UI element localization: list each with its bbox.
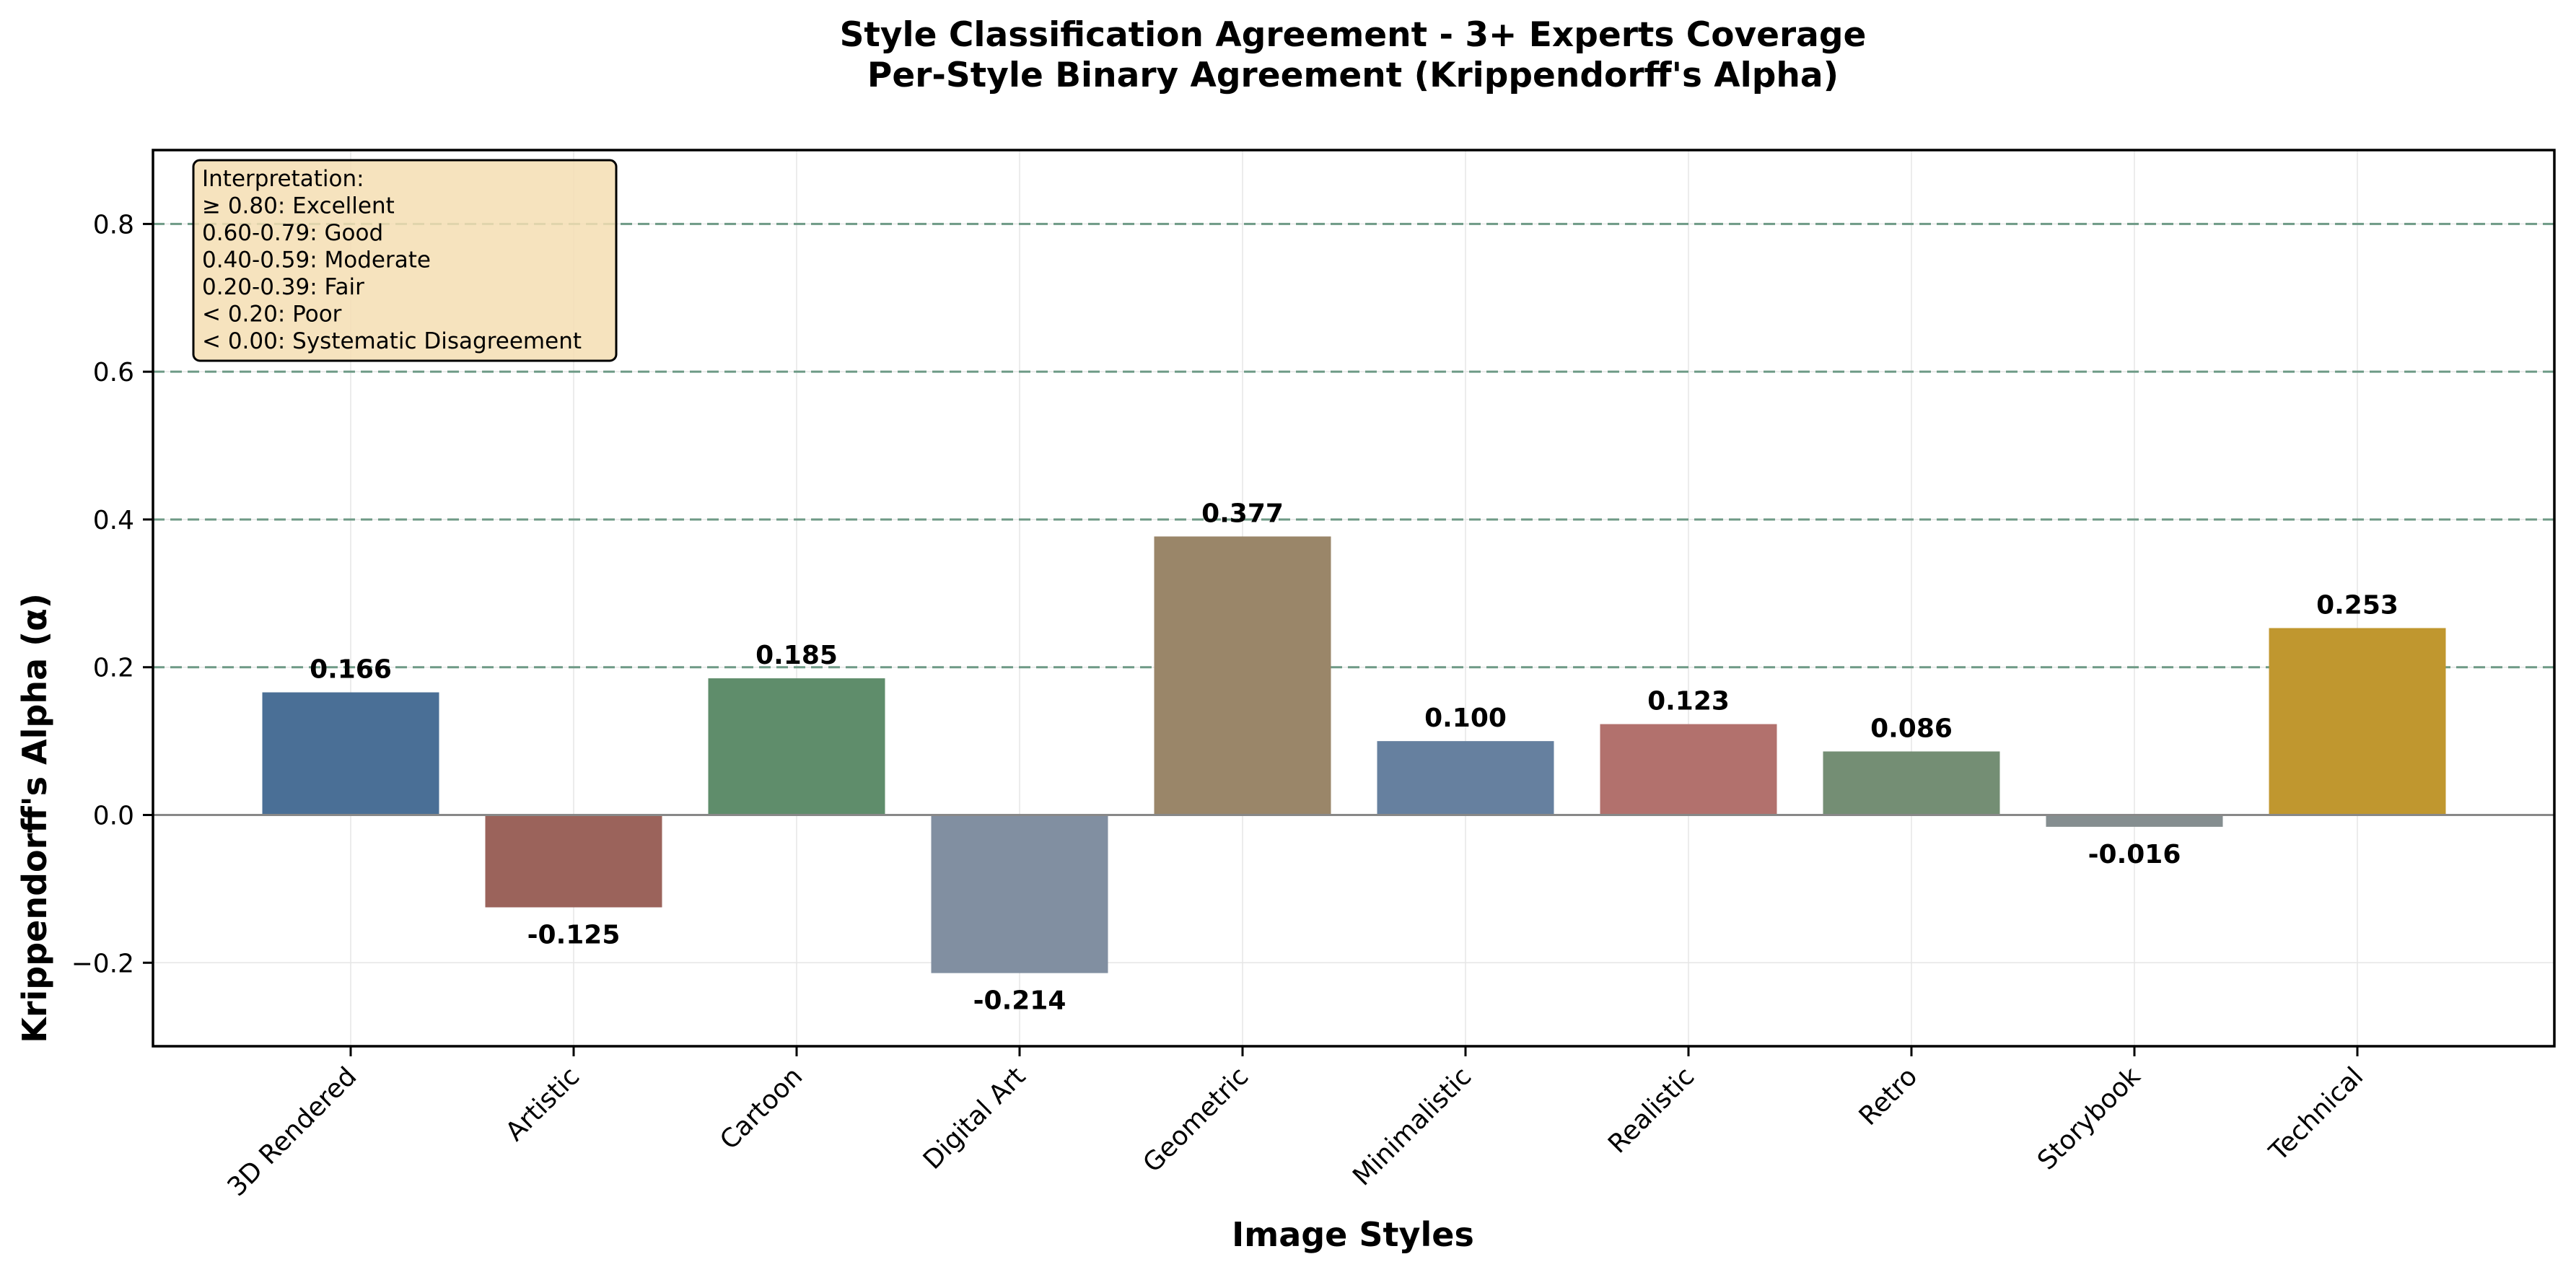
bar-6	[1600, 724, 1777, 815]
bar-8	[2046, 815, 2223, 827]
value-label-6: 0.123	[1647, 687, 1730, 716]
value-label-3: -0.214	[973, 986, 1066, 1016]
value-label-0: 0.166	[310, 655, 392, 685]
bar-1	[485, 815, 662, 908]
value-labels: 0.166 -0.125 0.185 -0.214 0.377 0.100 0.123 0.0…	[310, 499, 2398, 1016]
bar-9	[2269, 628, 2446, 815]
bar-4	[1154, 536, 1331, 815]
interpretation-legend: Interpretation:≥ 0.80: Excellent0.60-0.7…	[192, 159, 618, 362]
value-label-7: 0.086	[1870, 714, 1953, 743]
value-label-4: 0.377	[1201, 499, 1284, 529]
legend-line-2: 0.60-0.79: Good	[202, 220, 383, 246]
y-tick-label-3: 0.4	[93, 506, 134, 535]
plot-frame	[152, 149, 2556, 1048]
bar-7	[1823, 751, 2000, 815]
bars	[262, 536, 2446, 973]
legend-line-6: < 0.00: Systematic Disagreement	[202, 328, 582, 354]
value-label-2: 0.185	[755, 641, 838, 670]
legend-line-5: < 0.20: Poor	[202, 302, 342, 328]
value-label-8: -0.016	[2088, 840, 2181, 869]
value-label-1: -0.125	[527, 921, 621, 950]
legend-line-1: ≥ 0.80: Excellent	[202, 193, 395, 219]
legend-lines: Interpretation:≥ 0.80: Excellent0.60-0.7…	[202, 166, 582, 354]
y-tick-label-2: 0.2	[93, 654, 134, 683]
value-label-5: 0.100	[1424, 703, 1507, 733]
reference-lines	[153, 222, 2554, 669]
bar-3	[931, 815, 1108, 973]
bar-2	[708, 678, 885, 815]
legend-line-4: 0.20-0.39: Fair	[202, 274, 364, 300]
chart-title: Style Classification Agreement - 3+ Expe…	[840, 15, 1867, 55]
y-tick-label-1: 0.0	[93, 802, 134, 831]
legend-line-0: Interpretation:	[202, 166, 364, 192]
y-tick-label-5: 0.8	[93, 210, 134, 240]
bar-0	[262, 692, 439, 815]
legend-box	[192, 159, 618, 362]
value-label-9: 0.253	[2316, 590, 2398, 620]
bar-5	[1377, 741, 1554, 815]
y-axis-label: Krippendorff's Alpha (α)	[15, 593, 54, 1043]
legend-line-3: 0.40-0.59: Moderate	[202, 247, 431, 273]
y-tick-label-4: 0.6	[93, 358, 134, 387]
chart-subtitle: Per-Style Binary Agreement (Krippendorff…	[867, 56, 1839, 95]
y-tick-label-0: −0.2	[71, 949, 134, 978]
x-axis-label: Image Styles	[1232, 1215, 1474, 1254]
y-axis-ticks: −0.2 0.0 0.2 0.4 0.6 0.8	[71, 210, 153, 978]
